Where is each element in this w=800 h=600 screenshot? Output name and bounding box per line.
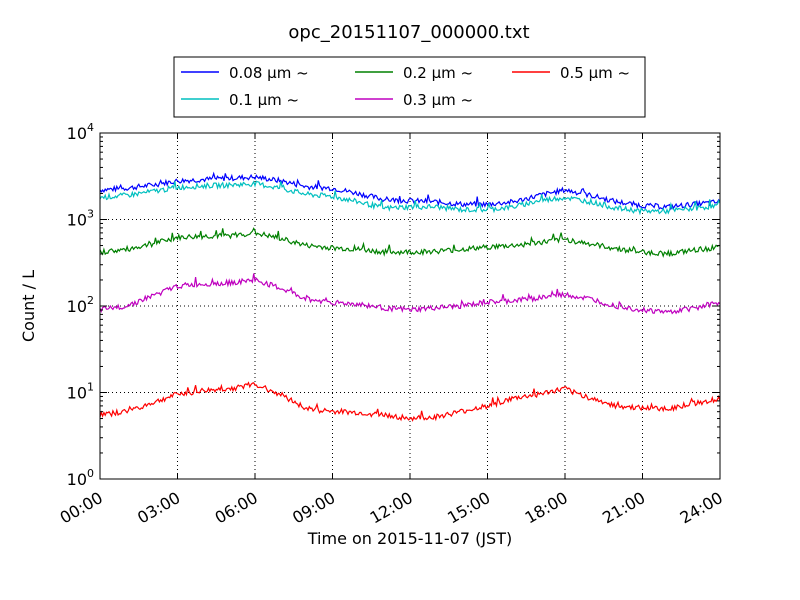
- legend-label: 0.3 μm ~: [403, 91, 473, 109]
- y-tick-label: 100: [67, 467, 94, 489]
- legend-label: 0.2 μm ~: [403, 64, 473, 82]
- series-line: [99, 381, 721, 422]
- x-tick-label: 24:00: [677, 488, 726, 528]
- series-line: [99, 180, 721, 216]
- y-tick-label: 101: [67, 381, 94, 403]
- y-tick-label: 104: [67, 121, 94, 143]
- x-tick-label: 21:00: [599, 488, 648, 528]
- series-line: [99, 227, 721, 258]
- legend-label: 0.5 μm ~: [560, 64, 630, 82]
- x-axis-label: Time on 2015-11-07 (JST): [307, 529, 512, 548]
- series-layer: [99, 171, 721, 422]
- series-line: [99, 171, 721, 211]
- x-tick-label: 06:00: [212, 488, 261, 528]
- chart-title: opc_20151107_000000.txt: [288, 22, 529, 43]
- x-tick-label: 18:00: [522, 488, 571, 528]
- series-line: [99, 273, 721, 315]
- x-tick-label: 09:00: [289, 488, 338, 528]
- legend-label: 0.1 μm ~: [229, 91, 299, 109]
- legend: 0.08 μm ~ 0.1 μm ~ 0.2 μm ~ 0.3 μm ~ 0.5 μm …: [173, 56, 646, 118]
- legend-box: [173, 56, 646, 118]
- x-tick-label: 15:00: [444, 488, 493, 528]
- y-tick-label: 102: [67, 294, 94, 316]
- grid-layer: [100, 133, 720, 479]
- legend-label: 0.08 μm ~: [229, 64, 309, 82]
- y-axis-label: Count / L: [19, 270, 38, 342]
- y-tick-label: 103: [67, 208, 94, 230]
- x-tick-label: 03:00: [134, 488, 183, 528]
- x-tick-label: 12:00: [367, 488, 416, 528]
- x-tick-label: 00:00: [57, 488, 106, 528]
